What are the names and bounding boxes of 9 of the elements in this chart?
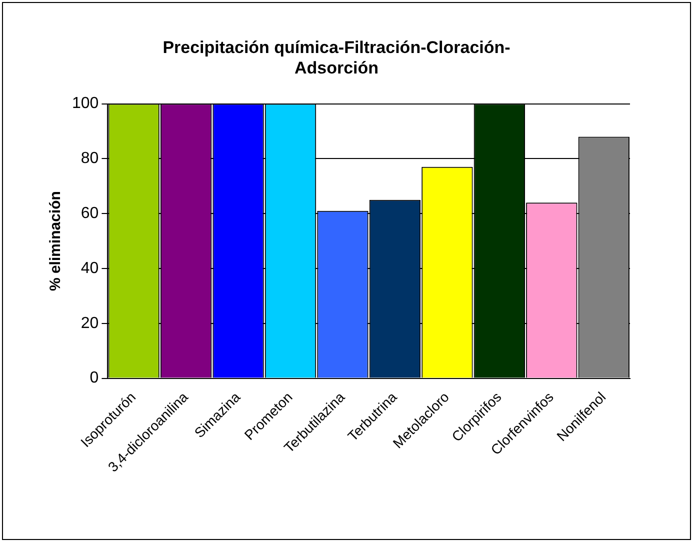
y-tick-label: 60: [80, 205, 99, 222]
y-tick-label: 80: [80, 150, 99, 168]
y-axis-title: % eliminación: [47, 191, 64, 292]
y-tick-label: 0: [90, 370, 99, 387]
y-tick-label: 100: [72, 95, 99, 112]
text: Adsorción: [294, 58, 379, 78]
text: Precipitación química-Filtración-Cloración-: [162, 38, 510, 57]
y-tick-label: 40: [80, 260, 99, 277]
y-tick-label: 20: [80, 314, 99, 332]
